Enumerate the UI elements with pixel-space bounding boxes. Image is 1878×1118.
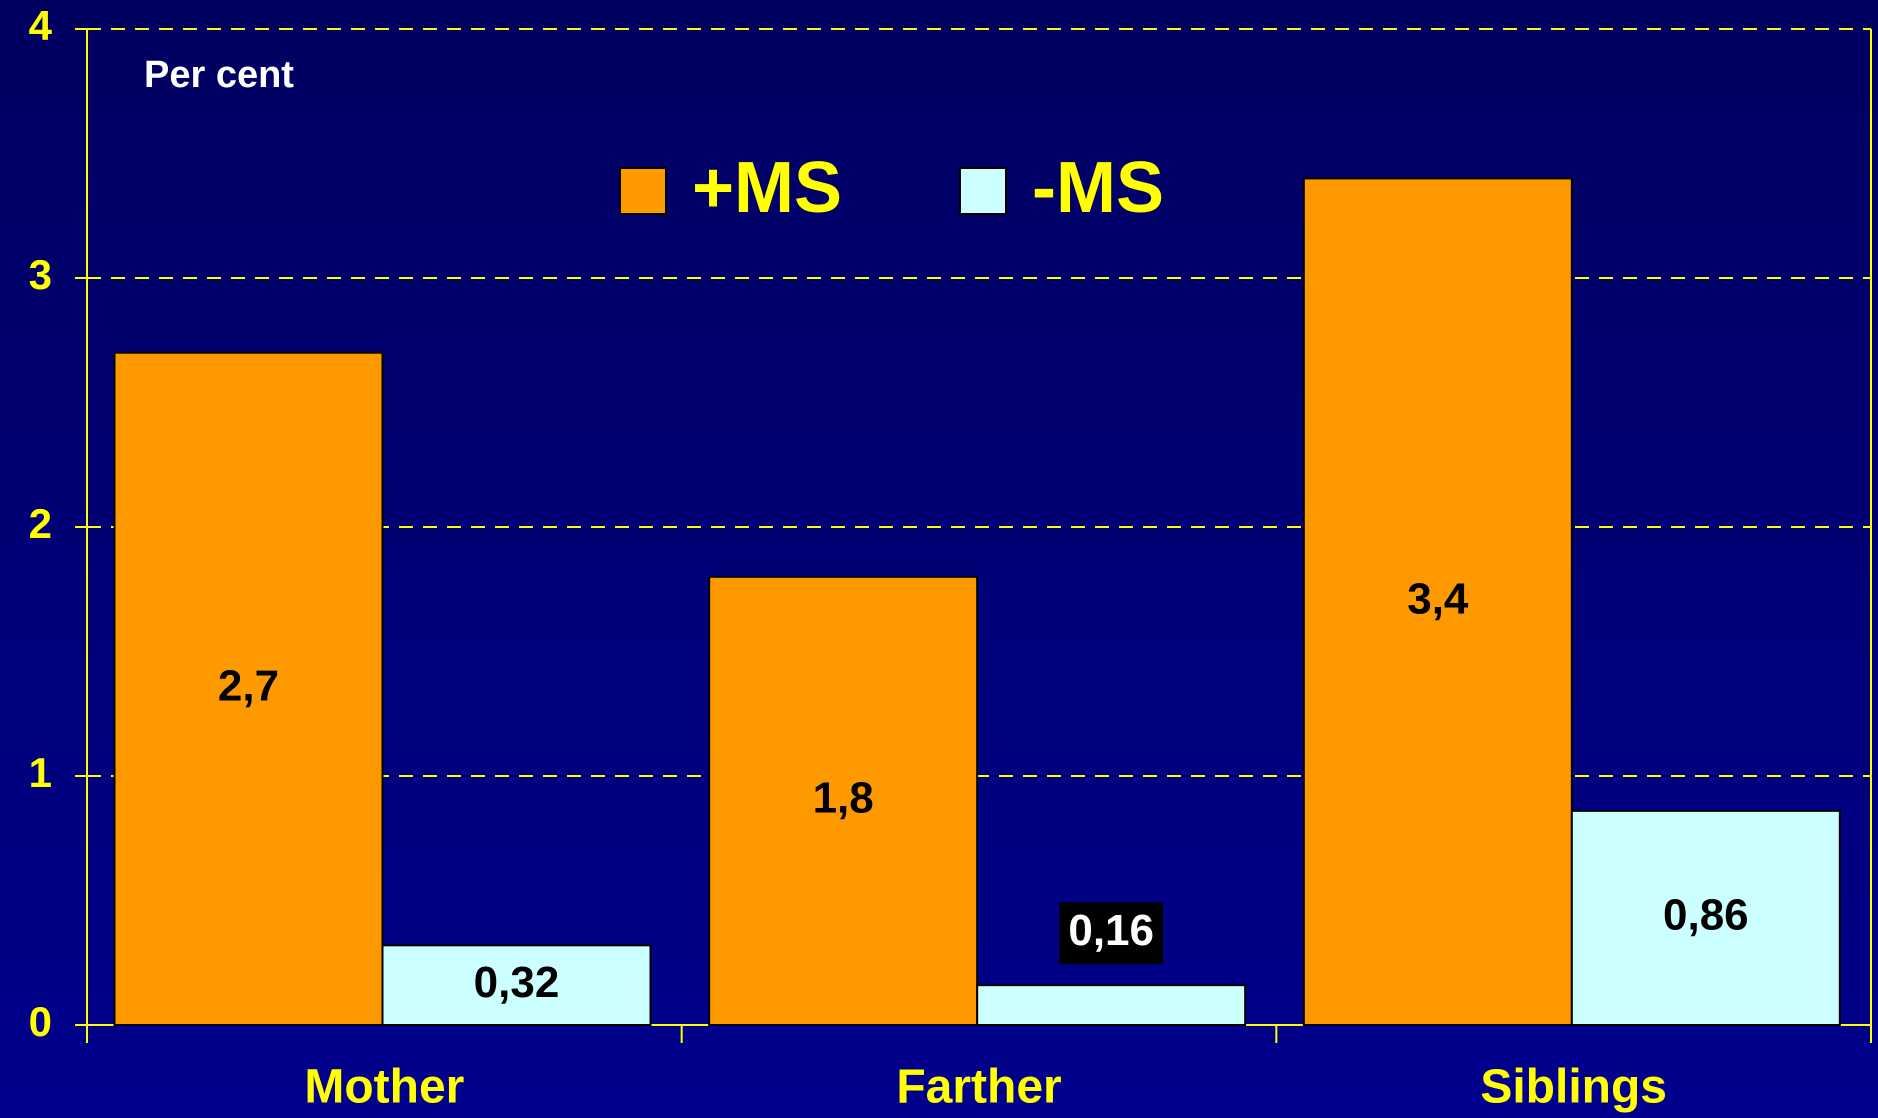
legend-label: +MS <box>692 148 842 228</box>
legend-swatch <box>959 167 1007 215</box>
bar <box>708 575 979 1026</box>
bar <box>1570 809 1841 1026</box>
legend-swatch <box>619 167 667 215</box>
y-tick-label: 4 <box>29 2 53 49</box>
value-label: 0,86 <box>1663 891 1749 940</box>
x-tick-label: Siblings <box>1480 1061 1667 1114</box>
y-tick-label: 1 <box>29 749 52 796</box>
y-tick-label: 2 <box>29 500 52 547</box>
bar <box>381 944 652 1027</box>
legend-label: -MS <box>1032 148 1164 228</box>
value-label: 1,8 <box>813 774 874 823</box>
y-tick-label: 0 <box>29 998 52 1045</box>
y-tick-label: 3 <box>29 251 52 298</box>
x-tick-label: Mother <box>304 1061 464 1114</box>
bar <box>113 351 384 1026</box>
value-label: 0,32 <box>474 958 560 1007</box>
value-label: 0,16 <box>1068 906 1154 955</box>
x-tick-label: Farther <box>896 1061 1061 1114</box>
bar <box>1302 177 1573 1026</box>
bar <box>976 984 1247 1026</box>
value-label: 2,7 <box>218 661 279 710</box>
value-label-box <box>1059 902 1164 965</box>
value-label: 3,4 <box>1407 574 1469 623</box>
annotation: Per cent <box>144 54 294 96</box>
